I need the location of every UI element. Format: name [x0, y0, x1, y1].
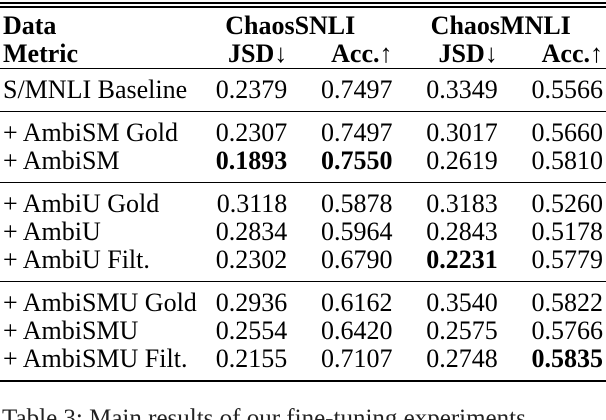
- row-label: + AmbiSM Gold: [3, 118, 179, 147]
- value-cell: 0.7497: [321, 118, 393, 147]
- value-cell: 0.7550: [321, 146, 393, 175]
- row-label: S/MNLI Baseline: [3, 75, 188, 104]
- table-header: Data ChaosSNLI ChaosMNLI Metric JSD↓ Acc…: [0, 8, 606, 68]
- header-group-chaosmnli: ChaosMNLI: [430, 11, 571, 40]
- row-label: + AmbiU Gold: [3, 189, 160, 218]
- table-row: + AmbiSMU Filt. 0.2155 0.7107 0.2748 0.5…: [0, 345, 606, 373]
- value-cell: 0.2834: [215, 217, 288, 246]
- value-cell: 0.3017: [426, 118, 498, 147]
- header-mnli-acc: Acc.↑: [541, 39, 603, 68]
- value-cell: 0.2554: [215, 316, 288, 345]
- value-cell: 0.1893: [215, 146, 288, 175]
- value-cell: 0.3349: [426, 75, 498, 104]
- value-cell: 0.7497: [321, 75, 393, 104]
- value-cell: 0.2379: [215, 75, 288, 104]
- section-ambism: + AmbiSM Gold 0.2307 0.7497 0.3017 0.566…: [0, 112, 606, 182]
- value-cell: 0.2307: [215, 118, 288, 147]
- value-cell: 0.3540: [426, 288, 498, 317]
- header-snli-acc: Acc.↑: [331, 39, 393, 68]
- value-cell: 0.6790: [321, 245, 393, 274]
- table-row: + AmbiU 0.2834 0.5964 0.2843 0.5178: [0, 218, 606, 246]
- value-cell: 0.6162: [321, 288, 393, 317]
- section-baseline: S/MNLI Baseline 0.2379 0.7497 0.3349 0.5…: [0, 69, 606, 111]
- bottom-rule: [0, 380, 606, 382]
- section-rule: [0, 281, 606, 282]
- header-snli-jsd: JSD↓: [228, 39, 288, 68]
- header-metric-row: Metric JSD↓ Acc.↑ JSD↓ Acc.↑: [0, 40, 606, 68]
- section-ambiu: + AmbiU Gold 0.3118 0.5878 0.3183 0.5260…: [0, 183, 606, 281]
- value-cell: 0.5835: [531, 344, 604, 373]
- value-cell: 0.5660: [531, 118, 604, 147]
- row-label: + AmbiSMU Filt.: [3, 344, 188, 373]
- table-row: + AmbiSM Gold 0.2307 0.7497 0.3017 0.566…: [0, 119, 606, 147]
- table-row: + AmbiU Filt. 0.2302 0.6790 0.2231 0.577…: [0, 246, 606, 274]
- value-cell: 0.2575: [426, 316, 498, 345]
- value-cell: 0.2936: [215, 288, 288, 317]
- header-group-chaossnli: ChaosSNLI: [225, 11, 356, 40]
- value-cell: 0.5779: [531, 245, 604, 274]
- table-row: + AmbiU Gold 0.3118 0.5878 0.3183 0.5260: [0, 190, 606, 218]
- row-label: + AmbiSMU: [3, 316, 139, 345]
- table-row: + AmbiSMU Gold 0.2936 0.6162 0.3540 0.58…: [0, 289, 606, 317]
- header-data-label: Data: [3, 11, 57, 40]
- table-row: + AmbiSMU 0.2554 0.6420 0.2575 0.5766: [0, 317, 606, 345]
- value-cell: 0.3118: [216, 189, 288, 218]
- value-cell: 0.5178: [531, 217, 604, 246]
- table-row: + AmbiSM 0.1893 0.7550 0.2619 0.5810: [0, 147, 606, 175]
- section-rule: [0, 111, 606, 112]
- table-row: S/MNLI Baseline 0.2379 0.7497 0.3349 0.5…: [0, 76, 606, 104]
- value-cell: 0.3183: [426, 189, 498, 218]
- value-cell: 0.5822: [531, 288, 604, 317]
- header-rule: [0, 68, 606, 69]
- value-cell: 0.2231: [426, 245, 498, 274]
- section-ambismu: + AmbiSMU Gold 0.2936 0.6162 0.3540 0.58…: [0, 282, 606, 380]
- value-cell: 0.5878: [321, 189, 393, 218]
- row-label: + AmbiSM: [3, 146, 120, 175]
- row-label: + AmbiU: [3, 217, 101, 246]
- header-mnli-jsd: JSD↓: [438, 39, 498, 68]
- value-cell: 0.2843: [426, 217, 498, 246]
- top-rule: [0, 2, 606, 8]
- row-label: + AmbiU Filt.: [3, 245, 150, 274]
- value-cell: 0.5260: [531, 189, 604, 218]
- value-cell: 0.2748: [426, 344, 498, 373]
- results-table: Data ChaosSNLI ChaosMNLI Metric JSD↓ Acc…: [0, 2, 606, 382]
- value-cell: 0.2619: [426, 146, 498, 175]
- table-caption: Table 3: Main results of our fine-tuning…: [2, 405, 526, 420]
- header-group-row: Data ChaosSNLI ChaosMNLI: [0, 12, 606, 40]
- value-cell: 0.5566: [531, 75, 604, 104]
- value-cell: 0.7107: [321, 344, 393, 373]
- value-cell: 0.5810: [531, 146, 604, 175]
- value-cell: 0.5964: [321, 217, 393, 246]
- value-cell: 0.2302: [215, 245, 288, 274]
- value-cell: 0.6420: [321, 316, 393, 345]
- header-metric-label: Metric: [3, 39, 79, 68]
- row-label: + AmbiSMU Gold: [3, 288, 197, 317]
- value-cell: 0.2155: [215, 344, 288, 373]
- value-cell: 0.5766: [531, 316, 604, 345]
- section-rule: [0, 182, 606, 183]
